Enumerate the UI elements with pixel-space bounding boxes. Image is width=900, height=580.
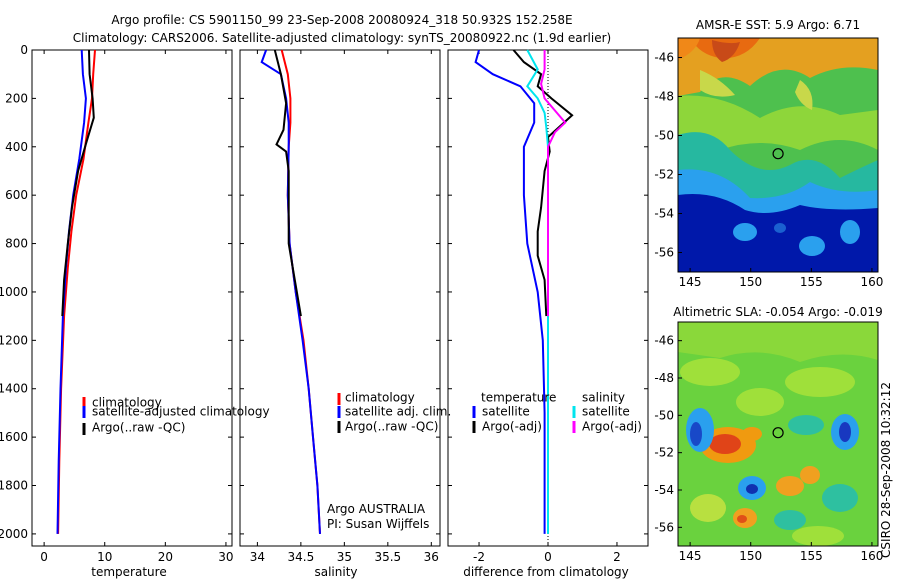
- y-tick-label: -46: [654, 334, 674, 348]
- y-tick-label: 0: [20, 43, 28, 57]
- y-tick-label: 2000: [0, 527, 28, 541]
- legend-header-salinity: salinity: [582, 391, 625, 405]
- x-tick-label: 36: [424, 550, 439, 564]
- x-tick-label: 2: [613, 550, 621, 564]
- series-line-temperature-satellite: [474, 49, 546, 534]
- y-tick-label: -54: [654, 207, 674, 221]
- x-tick-label: 145: [679, 549, 702, 563]
- legend-argo: Argo(..raw -QC): [92, 421, 185, 435]
- y-tick-label: 1400: [0, 382, 28, 396]
- sla-map-frame: [677, 321, 879, 547]
- x-tick-label: -2: [473, 550, 485, 564]
- x-tick-label: 0: [40, 550, 48, 564]
- legend-sal-argo: Argo(-adj): [582, 420, 642, 434]
- y-tick-label: 200: [5, 91, 28, 105]
- y-tick-label: -56: [654, 246, 674, 260]
- y-tick-label: 400: [5, 140, 28, 154]
- difference-axis-label: difference from climatology: [463, 565, 629, 579]
- x-tick-label: 160: [860, 275, 883, 289]
- sst-map-frame: [677, 37, 879, 273]
- legend-satellite-adjusted: satellite-adjusted climatology: [92, 405, 270, 419]
- y-tick-label: -52: [654, 168, 674, 182]
- series-line-satellite-adjusted-climatology: [56, 49, 87, 534]
- x-tick-label: 35.5: [374, 550, 401, 564]
- legend-climatology: climatology: [345, 391, 415, 405]
- difference-chart: -2 0 2: [448, 49, 648, 564]
- legend-argo: Argo(..raw -QC): [345, 420, 438, 434]
- salinity-axis-label: salinity: [314, 565, 357, 579]
- legend-temp-argo: Argo(-adj): [482, 420, 542, 434]
- sla-heatmap: [678, 322, 878, 546]
- x-tick-label: 150: [739, 275, 762, 289]
- y-tick-label: 800: [5, 237, 28, 251]
- y-tick-label: 1600: [0, 430, 28, 444]
- x-tick-label: 150: [739, 549, 762, 563]
- temperature-panel-frame: [31, 49, 233, 547]
- y-tick-label: -56: [654, 520, 674, 534]
- y-tick-label: 1000: [0, 285, 28, 299]
- x-tick-label: 30: [218, 550, 233, 564]
- legend-header-temperature: temperature: [481, 391, 556, 405]
- x-tick-label: 35: [337, 550, 352, 564]
- sla-map-axes: 145 150 155 160 -46 -48 -50 -52 -54 -56: [654, 334, 883, 563]
- sla-map-title: Altimetric SLA: -0.054 Argo: -0.019: [673, 305, 882, 319]
- y-tick-label: 1200: [0, 333, 28, 347]
- y-tick-label: 600: [5, 188, 28, 202]
- y-tick-label: -48: [654, 371, 674, 385]
- figure-title-line2: Climatology: CARS2006. Satellite-adjuste…: [73, 31, 611, 45]
- sst-map-axes: 145 150 155 160 -46 -48 -50 -52 -54 -56: [654, 51, 883, 290]
- sst-map-title: AMSR-E SST: 5.9 Argo: 6.71: [696, 18, 860, 32]
- y-tick-label: -48: [654, 90, 674, 104]
- temperature-chart: 0 10 20 30 0 200 400 600 800 1000 1200 1400 1600 1800…: [0, 43, 234, 564]
- legend-satellite-adj: satellite adj. clim.: [345, 405, 451, 419]
- salinity-chart: 34 34.5 35 35.5 36: [240, 49, 440, 564]
- sst-heatmap: [678, 38, 878, 272]
- credit-line2: PI: Susan Wijffels: [327, 517, 429, 531]
- series-line-argo-raw-qc: [61, 49, 95, 317]
- salinity-panel-frame: [239, 49, 441, 547]
- temperature-axis-label: temperature: [91, 565, 166, 579]
- side-timestamp: CSIRO 28-Sep-2008 10:32:12: [879, 382, 893, 558]
- x-tick-label: 155: [800, 549, 823, 563]
- y-tick-label: -52: [654, 446, 674, 460]
- y-tick-label: -46: [654, 51, 674, 65]
- x-tick-label: 160: [860, 549, 883, 563]
- x-tick-label: 10: [97, 550, 112, 564]
- x-tick-label: 34: [250, 550, 265, 564]
- legend-temp-satellite: satellite: [482, 405, 530, 419]
- x-tick-label: 34.5: [288, 550, 315, 564]
- figure-title-line1: Argo profile: CS 5901150_99 23-Sep-2008 …: [111, 13, 572, 27]
- legend-climatology: climatology: [92, 396, 162, 410]
- y-tick-label: -50: [654, 408, 674, 422]
- x-tick-label: 0: [544, 550, 552, 564]
- credit-line1: Argo AUSTRALIA: [327, 502, 426, 516]
- y-tick-label: -50: [654, 129, 674, 143]
- series-line-salinity-argo-adj: [540, 50, 567, 317]
- y-tick-label: -54: [654, 483, 674, 497]
- legend-sal-satellite: satellite: [582, 405, 630, 419]
- x-tick-label: 20: [158, 550, 173, 564]
- x-tick-label: 155: [800, 275, 823, 289]
- float-position-marker: [772, 148, 784, 160]
- x-tick-label: 145: [679, 275, 702, 289]
- series-line-argo-raw-qc: [273, 49, 302, 317]
- y-tick-label: 1800: [0, 479, 28, 493]
- float-position-marker: [772, 427, 784, 439]
